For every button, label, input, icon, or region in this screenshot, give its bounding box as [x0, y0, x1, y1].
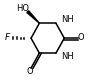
- Text: NH: NH: [61, 15, 74, 24]
- Text: HO: HO: [16, 4, 29, 13]
- Text: O: O: [27, 67, 34, 76]
- Text: F: F: [5, 33, 10, 42]
- Text: NH: NH: [61, 52, 74, 61]
- Text: O: O: [78, 33, 84, 42]
- Polygon shape: [27, 11, 39, 23]
